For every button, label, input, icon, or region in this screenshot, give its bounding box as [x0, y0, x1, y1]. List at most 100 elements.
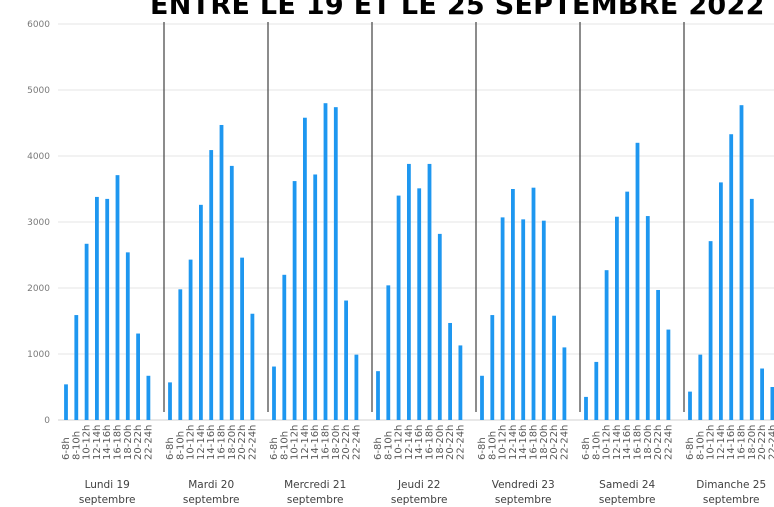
bar	[219, 124, 224, 420]
y-tick-label: 4000	[27, 152, 50, 162]
bar	[272, 366, 276, 420]
bar	[656, 289, 660, 420]
x-tick-label: 12-14h	[300, 425, 311, 460]
x-tick-label: 20-22h	[341, 425, 352, 460]
bar	[146, 375, 151, 420]
day-label-month: septembre	[391, 494, 448, 506]
day-label: Mercredi 21	[284, 479, 346, 491]
x-tick-label: 8-10h	[71, 431, 82, 460]
x-tick-label: 14-16h	[518, 425, 529, 460]
bar	[760, 368, 764, 420]
x-tick-label: 18-20h	[123, 425, 134, 460]
y-tick-label: 1000	[27, 350, 50, 360]
x-tick-label: 16-18h	[737, 425, 748, 460]
bar	[719, 182, 723, 420]
bar	[490, 315, 495, 420]
y-axis-ticks: 0 1000 2000 3000 4000 5000 6000	[27, 20, 50, 426]
x-tick-label: 14-16h	[102, 425, 113, 460]
bar	[199, 204, 203, 420]
day-label: Jeudi 22	[397, 479, 441, 491]
x-tick-label: 14-16h	[622, 425, 633, 460]
x-tick-label: 22-24h	[559, 425, 570, 460]
x-tick-label: 12-14h	[404, 425, 415, 460]
y-tick-label: 3000	[27, 218, 50, 228]
bar	[313, 174, 318, 420]
bar	[480, 375, 484, 420]
bar	[64, 384, 68, 420]
day-label-month: septembre	[703, 494, 760, 506]
bar	[95, 196, 99, 420]
x-tick-label: 10-12h	[394, 425, 405, 460]
bar	[708, 241, 713, 420]
bar	[386, 285, 391, 420]
bar	[437, 233, 442, 420]
bar	[282, 274, 287, 420]
x-tick-label: 22-24h	[143, 425, 154, 460]
bar	[635, 142, 640, 421]
bar	[229, 165, 234, 420]
bar	[136, 333, 140, 420]
x-tick-label: 20-22h	[653, 425, 664, 460]
bar	[427, 163, 432, 421]
bar	[770, 387, 774, 420]
bar	[749, 198, 754, 420]
x-tick-label: 10-12h	[498, 425, 509, 460]
x-tick-label: 22-24h	[351, 425, 362, 460]
x-tick-label: 18-20h	[539, 425, 550, 460]
bar	[125, 252, 130, 420]
bar	[344, 300, 348, 420]
day-label: Samedi 24	[599, 479, 655, 491]
x-tick-label: 10-12h	[290, 425, 301, 460]
x-tick-label: 10-12h	[82, 425, 93, 460]
x-tick-label: 20-22h	[445, 425, 456, 460]
bar	[729, 134, 734, 420]
bar	[333, 107, 338, 420]
x-tick-label: 20-22h	[237, 425, 248, 460]
bar	[615, 216, 619, 420]
day-label: Dimanche 25	[696, 479, 766, 491]
x-tick-label: 12-14h	[92, 425, 103, 460]
x-tick-label: 14-16h	[310, 425, 321, 460]
x-tick-label: 20-22h	[133, 425, 144, 460]
x-tick-label: 8-10h	[487, 431, 498, 460]
x-tick-label: 12-14h	[716, 425, 727, 460]
y-tick-label: 0	[44, 416, 50, 426]
bar	[688, 391, 692, 420]
x-tick-label: 10-12h	[186, 425, 197, 460]
bar	[521, 219, 526, 420]
x-tick-label: 16-18h	[113, 425, 124, 460]
x-tick-label: 8-10h	[175, 431, 186, 460]
bar	[531, 187, 536, 420]
bar	[645, 216, 650, 420]
bar	[240, 257, 244, 420]
bar	[739, 105, 744, 421]
bar	[209, 150, 214, 420]
chart-title: ENTRE LE 19 ET LE 25 SEPTEMBRE 2022	[150, 0, 765, 21]
x-tick-label: 10-12h	[706, 425, 717, 460]
bar	[407, 163, 411, 421]
bar	[584, 396, 588, 420]
x-tick-label: 14-16h	[414, 425, 425, 460]
bar	[552, 315, 556, 420]
day-labels: Lundi 19 septembre Mardi 20 septembre Mercre…	[79, 479, 766, 506]
bar	[594, 361, 599, 420]
day-separators	[163, 22, 685, 412]
gridlines	[58, 23, 774, 421]
bar	[666, 329, 671, 420]
bar	[250, 313, 255, 420]
x-tick-label: 18-20h	[331, 425, 342, 460]
x-tick-label: 22-24h	[247, 425, 258, 460]
x-tick-label: 20-22h	[757, 425, 768, 460]
x-tick-label: 16-18h	[633, 425, 644, 460]
x-tick-label: 6-8h	[581, 437, 592, 460]
bar	[84, 243, 89, 420]
day-label-month: septembre	[495, 494, 552, 506]
bar	[511, 189, 515, 420]
bar	[74, 315, 79, 420]
x-tick-label: 6-8h	[165, 437, 176, 460]
x-tick-label: 20-22h	[549, 425, 560, 460]
x-tick-label: 12-14h	[196, 425, 207, 460]
x-tick-label: 6-8h	[269, 437, 280, 460]
day-label-month: septembre	[79, 494, 136, 506]
